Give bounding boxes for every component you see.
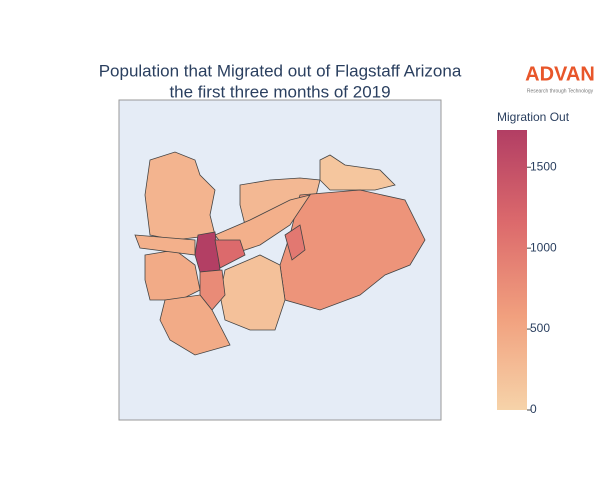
region [199,269,226,311]
region [144,151,216,241]
logo-name: ADVAN [525,63,595,85]
region [214,239,246,269]
chart-subtitle: the first three months of 2019 [169,82,390,101]
region [279,189,426,311]
region [319,154,396,191]
logo-tagline: Research through Technology [527,88,594,94]
colorbar-title: Migration Out [497,110,570,124]
region [134,234,196,256]
colorbar-tick-label: 500 [530,321,550,335]
colorbar-tick-label: 0 [530,402,537,416]
colorbar-tick-label: 1000 [530,240,557,254]
chart-title: Population that Migrated out of Flagstaf… [99,61,462,80]
colorbar [497,130,527,410]
region [284,224,306,261]
region [219,254,286,331]
region [159,294,231,356]
colorbar-tick-label: 1500 [530,159,557,173]
